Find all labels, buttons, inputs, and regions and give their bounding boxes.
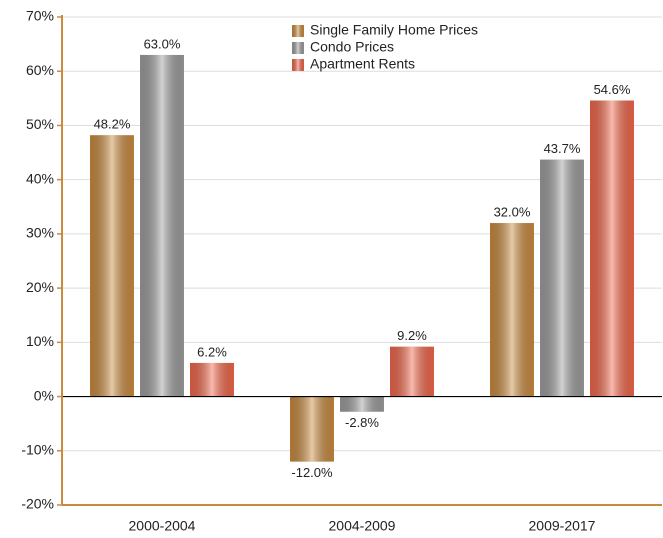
y-tick-label: 0% — [34, 387, 54, 403]
bar-shine — [90, 135, 134, 397]
x-tick-label: 2009-2017 — [529, 518, 596, 534]
y-tick-label: -20% — [21, 496, 54, 512]
y-tick-label: 70% — [26, 8, 54, 24]
value-label: 32.0% — [494, 204, 531, 219]
value-label: 54.6% — [594, 82, 631, 97]
value-label: 6.2% — [197, 344, 227, 359]
bar-shine — [590, 100, 634, 397]
bar-shine — [140, 54, 184, 397]
legend-label: Apartment Rents — [310, 56, 415, 72]
x-tick-label: 2000-2004 — [129, 518, 196, 534]
bar-shine — [490, 223, 534, 397]
value-label: 48.2% — [94, 117, 131, 132]
y-tick-label: 30% — [26, 225, 54, 241]
bar-shine — [290, 396, 334, 462]
legend-label: Single Family Home Prices — [310, 22, 478, 38]
y-tick-label: 60% — [26, 62, 54, 78]
value-label: -12.0% — [291, 465, 333, 480]
y-tick-label: 10% — [26, 333, 54, 349]
y-tick-label: 40% — [26, 170, 54, 186]
y-tick-label: -10% — [21, 441, 54, 457]
value-label: 43.7% — [544, 141, 581, 156]
y-tick-label: 50% — [26, 116, 54, 132]
bar-shine — [190, 362, 234, 397]
legend-swatch-shine — [292, 25, 304, 37]
legend-swatch-shine — [292, 42, 304, 54]
bar-shine — [390, 346, 434, 397]
value-label: 63.0% — [144, 36, 181, 51]
bar-shine — [340, 396, 384, 412]
value-label: -2.8% — [345, 415, 379, 430]
legend-label: Condo Prices — [310, 39, 394, 55]
x-tick-label: 2004-2009 — [329, 518, 396, 534]
bar-shine — [540, 159, 584, 397]
y-tick-label: 20% — [26, 279, 54, 295]
value-label: 9.2% — [397, 328, 427, 343]
legend-swatch-shine — [292, 59, 304, 71]
